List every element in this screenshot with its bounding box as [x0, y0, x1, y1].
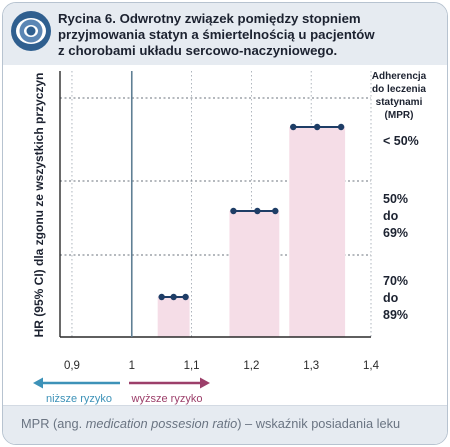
x-tick-label-3: 1,2 — [243, 360, 259, 372]
group-label-1-line-2: 69% — [383, 226, 408, 240]
x-tick-label-2: 1,1 — [184, 360, 200, 372]
lower-risk-label: niższe ryzyko — [46, 393, 112, 405]
lower-risk-arrowhead-icon — [33, 377, 43, 389]
groups-header-line-4: (MPR) — [385, 110, 414, 121]
ci-upper-point-0 — [337, 123, 345, 131]
hr-markers — [158, 123, 345, 301]
groups-header-line-3: statynami — [376, 97, 423, 108]
ci-bar-1 — [229, 211, 280, 337]
x-tick-label-5: 1,4 — [363, 360, 380, 372]
ci-bar-2 — [157, 297, 190, 337]
figure-title: Rycina 6. Odwrotny związek pomiędzy stop… — [58, 11, 443, 59]
groups-header: Adherencja do leczenia statynami (MPR) — [372, 71, 427, 121]
swirl-logo-icon — [11, 11, 51, 51]
ci-lower-point-0 — [290, 123, 297, 131]
hr-point-2 — [170, 293, 177, 301]
ci-upper-point-1 — [272, 207, 279, 215]
hr-point-1 — [254, 207, 261, 215]
groups-header-line-2: do leczenia — [372, 84, 426, 95]
ci-bars — [157, 127, 346, 337]
higher-risk-arrowhead-icon — [200, 377, 210, 389]
risk-arrows: niższe ryzyko wyższe ryzyko — [33, 377, 210, 405]
group-label-1-line-1: do — [383, 209, 399, 223]
footnote-term: medication possesion ratio — [85, 416, 238, 431]
group-label-1-line-0: 50% — [383, 192, 408, 206]
higher-risk-label: wyższe ryzyko — [131, 393, 203, 405]
title-line-3: z chorobami układu sercowo-naczyniowego. — [58, 43, 338, 58]
footnote-prefix: MPR (ang. — [21, 416, 86, 431]
ci-lower-point-2 — [158, 293, 165, 301]
group-label-2-line-2: 89% — [383, 308, 408, 322]
figure-footer: MPR (ang. medication possesion ratio) – … — [3, 405, 447, 444]
ci-lower-point-1 — [230, 207, 237, 215]
group-label-0-line-0: < 50% — [383, 134, 419, 148]
x-tick-label-4: 1,3 — [303, 360, 319, 372]
title-line-1: Rycina 6. Odwrotny związek pomiędzy stop… — [58, 11, 361, 26]
figure-header: Rycina 6. Odwrotny związek pomiędzy stop… — [3, 3, 447, 65]
groups-header-line-1: Adherencja — [372, 71, 427, 82]
hr-point-0 — [313, 123, 321, 131]
group-label-2-line-0: 70% — [383, 274, 408, 288]
ci-bar-0 — [289, 127, 346, 337]
ci-upper-point-2 — [182, 293, 189, 301]
footnote: MPR (ang. medication possesion ratio) – … — [21, 416, 400, 431]
title-line-2: przyjmowania statyn a śmiertelnością u p… — [58, 27, 375, 42]
x-tick-labels: 0,9 1 1,1 1,2 1,3 1,4 — [64, 360, 380, 372]
y-axis-label: HR (95% CI) dla zgonu ze wszystkich przy… — [32, 73, 46, 338]
axes — [59, 71, 371, 338]
forest-plot: 0,9 1 1,1 1,2 1,3 1,4 HR (95% CI) dla zgonu z… — [32, 71, 427, 405]
group-labels: < 50% 50% do 69% 70% do 89% — [383, 134, 419, 322]
x-tick-label-1: 1 — [129, 360, 135, 372]
x-tick-label-0: 0,9 — [64, 360, 80, 372]
group-label-2-line-1: do — [383, 291, 399, 305]
footnote-suffix: ) – wskaźnik posiadania leku — [237, 416, 401, 431]
